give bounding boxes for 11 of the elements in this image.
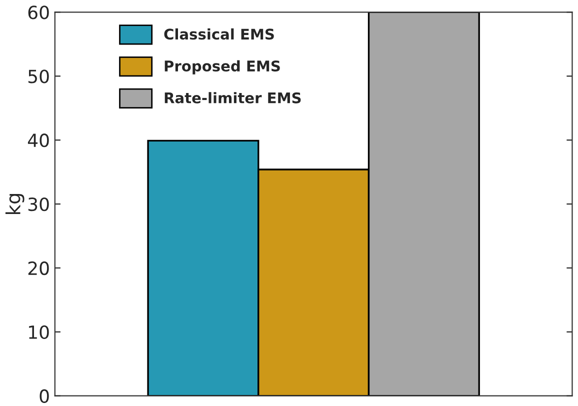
y-tick-label: 0 xyxy=(40,389,49,403)
y-tick-label: 50 xyxy=(28,70,49,84)
legend-label: Rate-limiter EMS xyxy=(164,92,301,104)
y-tick-label: 20 xyxy=(28,261,49,276)
y-tick-label: 60 xyxy=(28,6,49,20)
legend-label: Classical EMS xyxy=(164,28,274,40)
y-axis-title: kg xyxy=(5,194,24,214)
legend-label: Proposed EMS xyxy=(164,60,280,74)
y-tick-label: 10 xyxy=(29,325,49,340)
y-tick-label: 40 xyxy=(28,134,49,148)
y-tick-label: 30 xyxy=(28,197,49,212)
